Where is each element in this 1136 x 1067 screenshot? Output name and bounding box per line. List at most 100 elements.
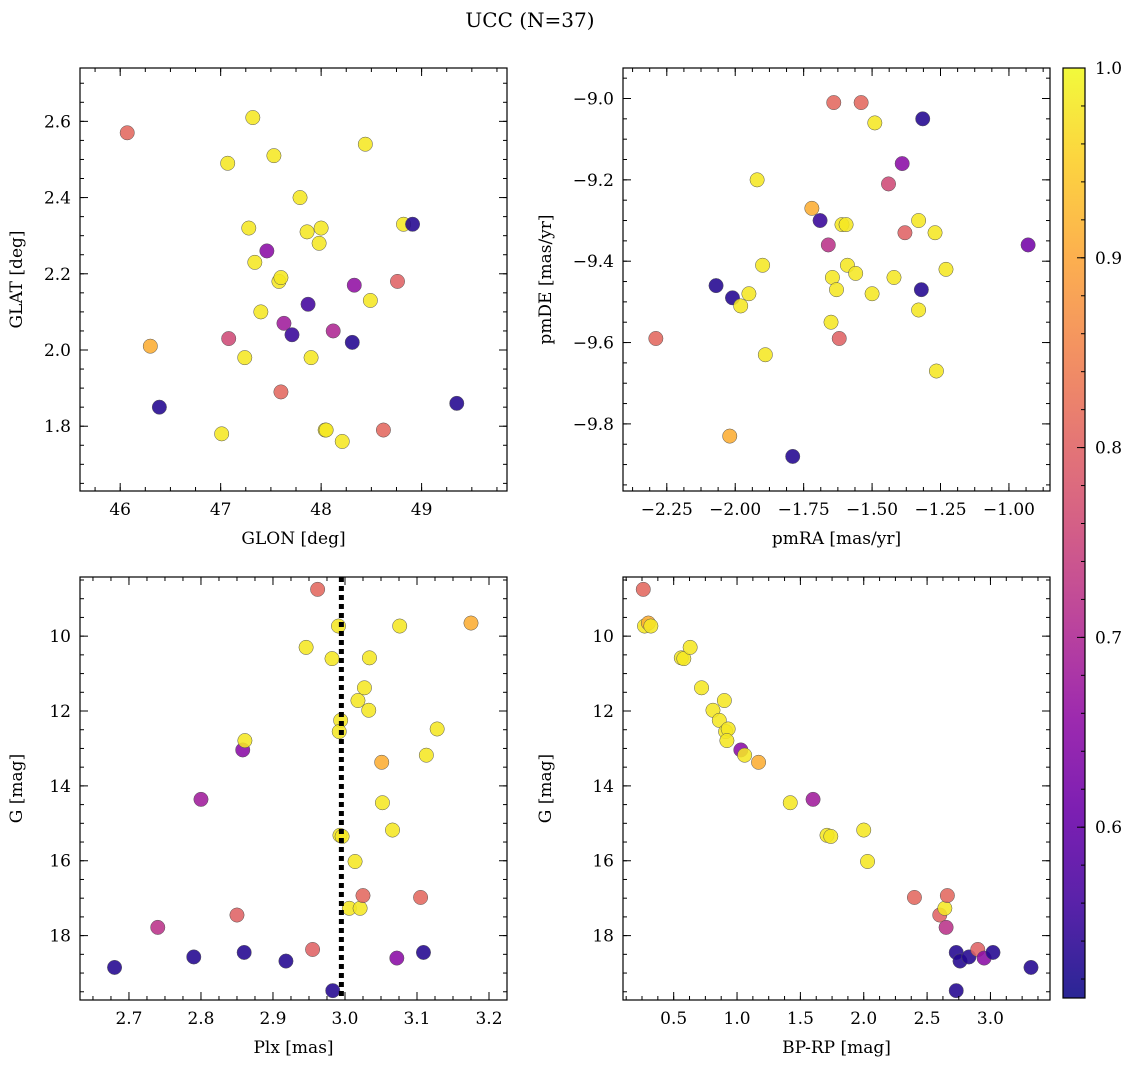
y-tick-label: 12 bbox=[49, 702, 71, 722]
panel-1: 46 47 48 49 1.8 2.0 2.2 2.4 2.6 GLON [deg] GLAT [d… bbox=[7, 67, 508, 549]
data-point bbox=[848, 265, 864, 281]
data-point bbox=[405, 216, 421, 232]
data-point bbox=[708, 278, 724, 294]
colorbar-tick-label: 0.9 bbox=[1095, 249, 1122, 269]
x-tick-label: 2.7 bbox=[115, 1009, 142, 1029]
data-point bbox=[245, 110, 261, 125]
data-point bbox=[236, 945, 252, 960]
colorbar-tick-label: 1.0 bbox=[1095, 59, 1122, 79]
data-point bbox=[719, 733, 735, 749]
x-tick-label: 0.5 bbox=[660, 1009, 687, 1029]
data-point bbox=[948, 983, 964, 999]
colorbar-tick-label: 0.7 bbox=[1095, 628, 1122, 648]
axes-frame bbox=[79, 576, 508, 1001]
data-point bbox=[939, 888, 955, 904]
data-point bbox=[284, 327, 300, 343]
y-tick-label: −9.8 bbox=[573, 415, 614, 435]
data-point bbox=[820, 237, 836, 253]
data-point bbox=[938, 261, 954, 277]
data-point bbox=[310, 581, 326, 597]
data-point bbox=[413, 889, 429, 905]
figure-title: UCC (N=37) bbox=[465, 8, 594, 32]
data-point bbox=[823, 314, 839, 330]
data-point bbox=[350, 693, 366, 708]
data-point bbox=[193, 791, 209, 807]
y-tick-label: 12 bbox=[592, 702, 614, 722]
y-tick-label: 2.6 bbox=[44, 112, 71, 132]
y-axis-label: G [mag] bbox=[536, 754, 556, 823]
data-point bbox=[389, 950, 405, 966]
data-point bbox=[362, 293, 378, 308]
data-point bbox=[318, 422, 334, 438]
data-point bbox=[648, 331, 664, 346]
data-point bbox=[361, 702, 377, 718]
x-tick-label: 1.5 bbox=[787, 1009, 814, 1029]
x-tick-label: −1.50 bbox=[846, 500, 898, 520]
data-point bbox=[298, 639, 314, 655]
data-point bbox=[804, 200, 820, 216]
colorbar-gradient bbox=[1062, 67, 1086, 999]
data-point bbox=[829, 282, 844, 298]
panel-2: −2.25 −2.00 −1.75 −1.50 −1.25 −1.00 −9.8 −9.6 −9… bbox=[536, 67, 1051, 549]
x-axis-label: Plx [mas] bbox=[253, 1038, 333, 1058]
colorbar-tick-label: 0.8 bbox=[1095, 439, 1122, 459]
data-point bbox=[142, 338, 158, 354]
x-tick-label: 46 bbox=[109, 500, 131, 520]
scatter-points bbox=[635, 581, 1039, 999]
data-point bbox=[237, 733, 253, 749]
y-tick-label: 1.8 bbox=[44, 417, 71, 437]
data-point bbox=[247, 254, 263, 270]
y-axis-label: pmDE [mas/yr] bbox=[536, 214, 556, 344]
data-point bbox=[911, 302, 927, 318]
x-tick-label: 3.0 bbox=[331, 1009, 358, 1029]
x-axis-label: GLON [deg] bbox=[241, 529, 345, 549]
data-point bbox=[823, 828, 839, 844]
data-point bbox=[356, 680, 372, 696]
data-point bbox=[305, 942, 321, 957]
y-tick-label: 18 bbox=[49, 927, 71, 947]
data-point bbox=[150, 919, 166, 935]
data-point bbox=[344, 334, 360, 350]
data-point bbox=[324, 651, 340, 667]
axes-frame bbox=[79, 67, 508, 492]
data-point bbox=[812, 213, 828, 228]
data-point bbox=[886, 270, 902, 285]
x-axis-label: BP-RP [mag] bbox=[782, 1038, 891, 1058]
data-point bbox=[463, 615, 479, 631]
data-point bbox=[722, 428, 738, 444]
data-point bbox=[390, 273, 405, 289]
y-tick-label: 16 bbox=[49, 852, 71, 872]
x-tick-label: 48 bbox=[310, 500, 332, 520]
x-tick-label: 3.2 bbox=[475, 1009, 502, 1029]
data-point bbox=[418, 747, 434, 763]
data-point bbox=[241, 220, 257, 236]
data-point bbox=[362, 650, 377, 666]
data-point bbox=[749, 172, 765, 188]
ticks bbox=[80, 68, 507, 491]
data-point bbox=[186, 949, 202, 965]
data-point bbox=[928, 363, 944, 379]
x-tick-label: −2.25 bbox=[641, 500, 693, 520]
data-point bbox=[831, 331, 847, 346]
data-point bbox=[894, 156, 910, 172]
panel-4: 0.5 1.0 1.5 2.0 2.5 3.0 10 12 14 16 18 BP-RP [mag] G… bbox=[536, 576, 1051, 1058]
y-tick-label: −9.6 bbox=[573, 334, 614, 354]
y-tick-label: 2.4 bbox=[44, 189, 71, 209]
panel-3: 2.7 2.8 2.9 3.0 3.1 3.2 10 12 14 16 18 Plx [mas] G [… bbox=[7, 576, 508, 1058]
data-point bbox=[253, 304, 269, 320]
data-point bbox=[237, 350, 253, 366]
data-point bbox=[273, 384, 289, 400]
data-point bbox=[985, 945, 1001, 960]
data-point bbox=[300, 296, 316, 312]
data-point bbox=[334, 434, 350, 449]
data-point bbox=[860, 854, 875, 869]
panels: 46 47 48 49 1.8 2.0 2.2 2.4 2.6 GLON [deg] GLAT [d… bbox=[7, 67, 1051, 1058]
y-axis-label: GLAT [deg] bbox=[7, 230, 27, 328]
colorbar: 0.6 0.7 0.8 0.9 1.0 bbox=[1062, 59, 1122, 999]
x-tick-label: −1.25 bbox=[914, 500, 966, 520]
data-point bbox=[313, 220, 329, 236]
data-point bbox=[755, 257, 771, 273]
data-point bbox=[325, 983, 341, 999]
colorbar-tick-label: 0.6 bbox=[1095, 818, 1122, 838]
